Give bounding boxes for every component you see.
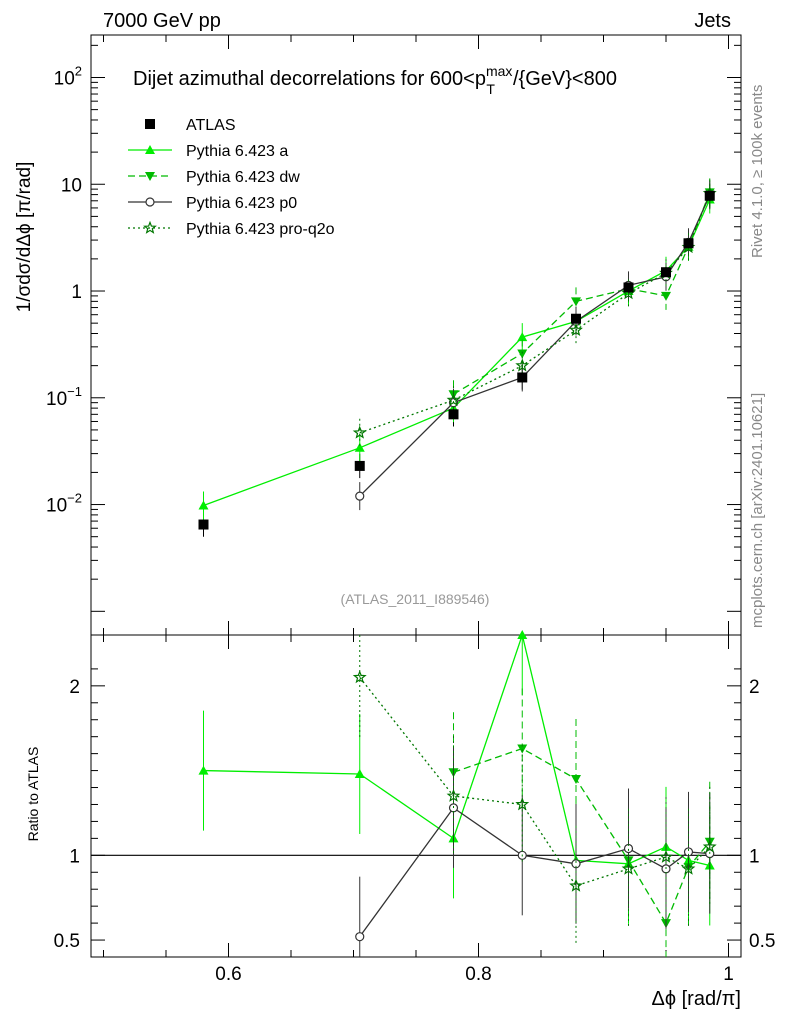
y-tick-base: 10: [54, 68, 75, 89]
series-point: [446, 392, 461, 407]
series-line: [453, 192, 711, 395]
ratio-point: [446, 788, 461, 802]
series-point: [352, 425, 367, 439]
header-left: 7000 GeV pp: [103, 10, 221, 32]
legend-label: Pythia 6.423 pro-q2o: [186, 221, 335, 238]
legend-marker: [145, 145, 155, 154]
y-axis-label: 1/σdσ/dΔϕ [π/rad]: [14, 162, 35, 313]
series-line: [359, 193, 711, 434]
ratio-tick-label: 1: [69, 846, 80, 867]
ratio-point: [681, 861, 696, 875]
series-point: [661, 291, 671, 301]
ratio-point: [683, 847, 694, 857]
legend: ATLAS Pythia 6.423 a Pythia 6.423 dw Pythia…: [128, 117, 335, 238]
y-tick-label: 10: [61, 175, 82, 196]
x-tick-label: 0.6: [215, 964, 241, 985]
title-after: /{GeV}<800: [513, 68, 617, 90]
legend-marker: [143, 220, 157, 234]
legend-label: Pythia 6.423 dw: [186, 169, 300, 186]
series-point: [355, 491, 365, 501]
atlas-point: [198, 519, 209, 530]
main-series: [198, 178, 717, 537]
y-tick-label: 10−1: [46, 384, 82, 410]
ratio-tick-label-right: 1: [749, 846, 760, 867]
title-main: Dijet azimuthal decorrelations for 600<p: [133, 68, 486, 90]
title-sub: T: [486, 81, 495, 97]
legend-marker: [145, 197, 155, 207]
ratio-point: [517, 630, 528, 639]
atlas-point: [661, 267, 671, 278]
y-tick-exponent: −2: [67, 491, 82, 506]
ratio-series: [198, 630, 717, 957]
atlas-point: [448, 409, 459, 420]
series-point: [571, 297, 581, 307]
atlas-point: [704, 190, 715, 201]
ratio-point: [621, 861, 636, 875]
series-line: [359, 194, 711, 497]
legend-label: Pythia 6.423 a: [186, 143, 288, 160]
atlas-point: [623, 282, 634, 293]
legend-marker: [145, 172, 155, 181]
ratio-line: [359, 806, 710, 938]
title-sup: max: [486, 63, 512, 79]
ratio-line: [453, 747, 711, 925]
series-point: [515, 358, 530, 372]
analysis-label: (ATLAS_2011_I889546): [341, 591, 490, 607]
ratio-tick-label: 2: [69, 677, 80, 698]
series-point: [569, 322, 583, 337]
x-tick-label: 0.8: [465, 964, 491, 985]
legend-label: Pythia 6.423 p0: [186, 195, 297, 212]
atlas-point: [354, 460, 365, 471]
y-tick-label: 102: [54, 63, 82, 89]
ratio-point: [571, 775, 581, 785]
ratio-point: [515, 797, 530, 811]
ratio-point: [354, 768, 365, 778]
atlas-point: [683, 238, 694, 249]
legend-marker: [145, 119, 155, 129]
ratio-line: [203, 632, 710, 867]
legend-label: ATLAS: [186, 117, 236, 134]
ratio-point: [659, 849, 673, 863]
mcplots-label: mcplots.cern.ch [arXiv:2401.10621]: [749, 393, 766, 628]
y-tick-base: 10: [46, 389, 67, 410]
series-point: [517, 349, 528, 359]
y-tick-base: 10: [46, 496, 67, 517]
ratio-line: [359, 676, 711, 887]
ratio-axis-label: Ratio to ATLAS: [25, 747, 41, 842]
series-point: [198, 500, 209, 510]
ratio-point: [198, 765, 209, 775]
ratio-point: [569, 878, 583, 892]
ratio-tick-label-right: 0.5: [749, 931, 775, 952]
y-tick-exponent: −1: [67, 384, 82, 399]
series-line: [203, 199, 711, 507]
x-axis-label: Δϕ [rad/π]: [652, 988, 742, 1010]
ratio-point: [352, 670, 367, 684]
ratio-tick-label-right: 2: [749, 677, 760, 698]
ratio-plot-frame: [90, 634, 742, 958]
atlas-point: [517, 372, 528, 383]
y-tick-label: 1: [71, 282, 82, 303]
ratio-tick-label: 0.5: [54, 931, 80, 952]
ratio-point: [517, 744, 528, 754]
atlas-point: [571, 313, 581, 324]
y-tick-label: 10−2: [46, 491, 82, 517]
y-tick-exponent: 2: [75, 63, 82, 78]
chart-title: Dijet azimuthal decorrelations for 600<p…: [133, 63, 617, 97]
ratio-point: [355, 932, 365, 942]
rivet-label: Rivet 4.1.0, ≥ 100k events: [749, 85, 766, 258]
series-point: [517, 332, 528, 342]
header-right: Jets: [694, 10, 731, 32]
series-point: [354, 442, 365, 452]
ratio-point: [702, 839, 717, 853]
x-tick-label: 1: [723, 964, 734, 985]
